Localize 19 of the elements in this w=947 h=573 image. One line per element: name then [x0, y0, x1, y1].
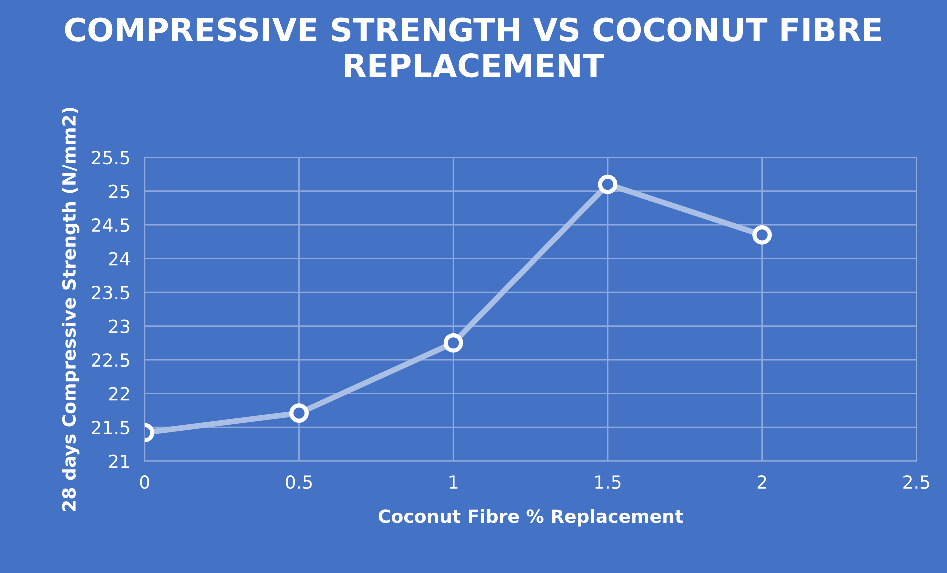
x-tick-label: 2.5 — [904, 475, 930, 490]
y-tick-label: 24.5 — [92, 218, 130, 232]
y-tick-label: 21 — [109, 454, 130, 468]
chart-title: COMPRESSIVE STRENGTH VS COCONUT FIBRE REPLACEMENT — [65, 18, 882, 78]
y-tick-label: 22 — [109, 387, 130, 401]
y-tick-label: 25 — [109, 184, 130, 198]
x-tick-label: 0 — [140, 475, 150, 490]
x-tick-label: 1.5 — [596, 476, 621, 490]
y-tick-label: 25.5 — [92, 151, 130, 165]
x-axis-title: Coconut Fibre % Replacement — [378, 509, 684, 527]
y-tick-label: 23 — [109, 320, 130, 334]
x-tick-label: 2 — [758, 475, 766, 489]
y-tick-label: 24 — [109, 252, 130, 266]
y-tick-label: 23.5 — [92, 286, 130, 300]
y-tick-label: 21.5 — [92, 420, 130, 435]
y-axis-title: 28 days Compressive Strength (N/mm2) — [62, 108, 80, 511]
x-tick-label: 1 — [450, 476, 458, 489]
y-tick-label: 22.5 — [92, 353, 130, 368]
x-tick-label: 0.5 — [286, 475, 312, 490]
